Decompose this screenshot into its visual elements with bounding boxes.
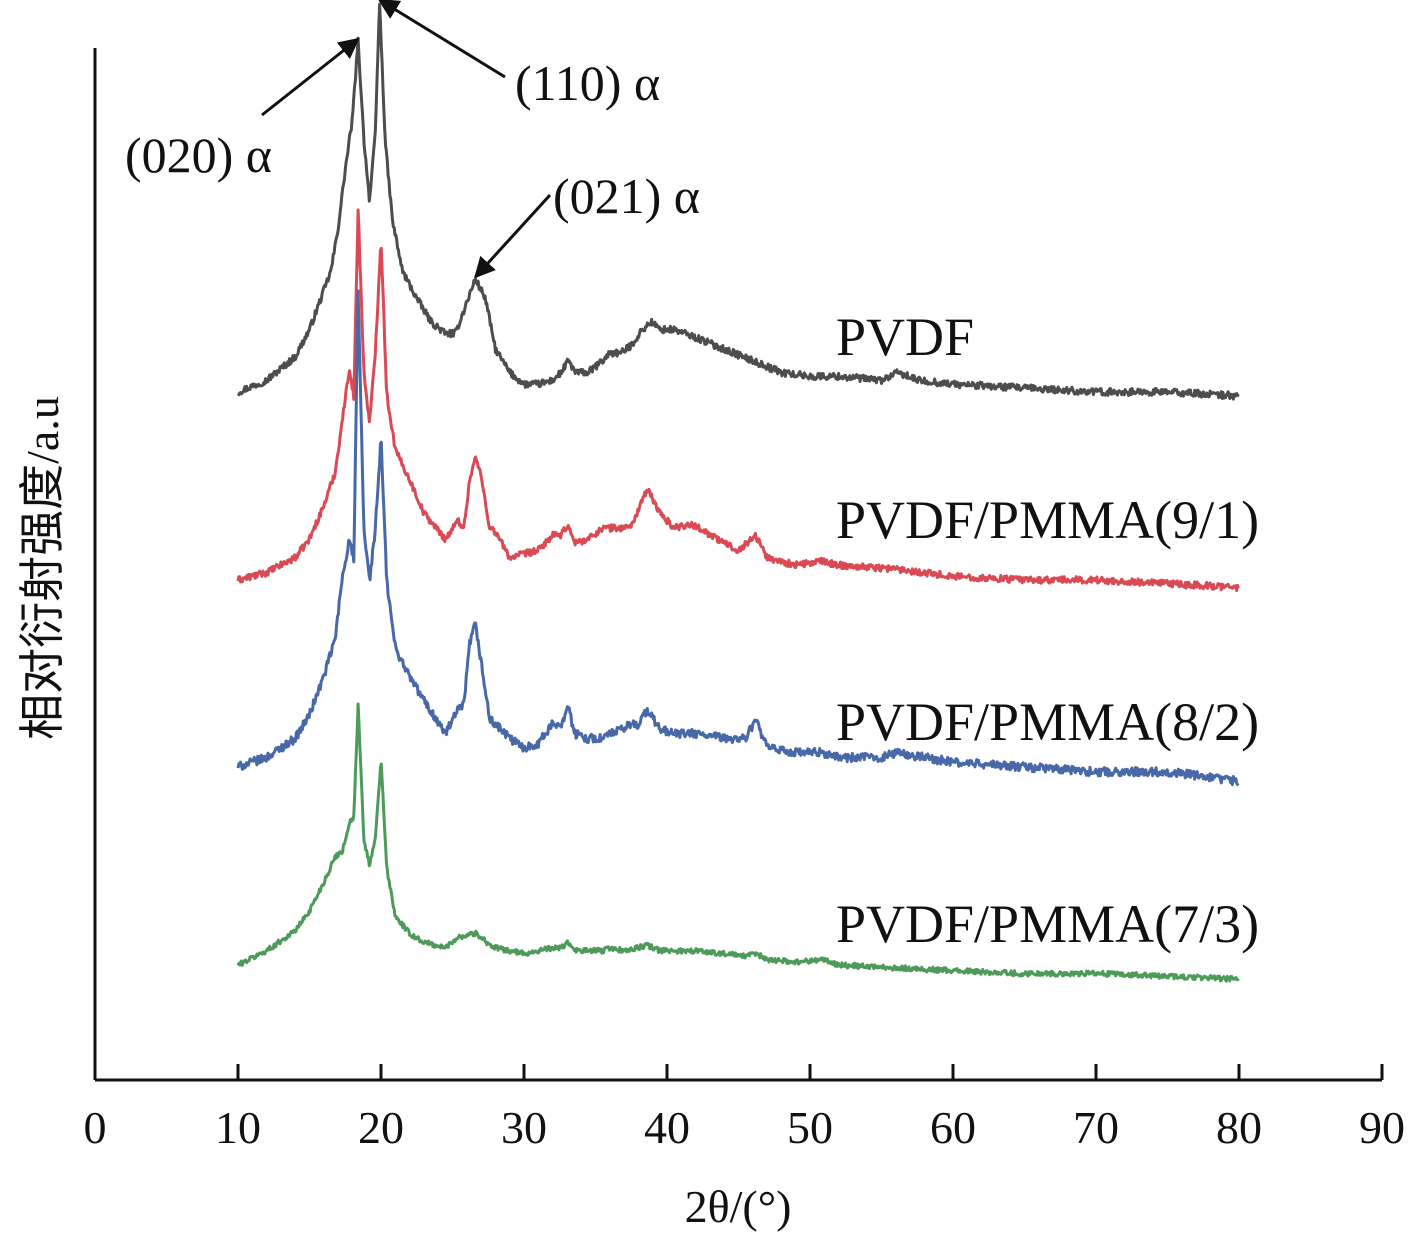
x-axis-title: 2θ/(°)	[685, 1181, 792, 1232]
peak-annotations: (020) α (110) α (021) α	[125, 0, 700, 279]
series-line	[236, 208, 1240, 592]
x-tick-label: 90	[1359, 1102, 1405, 1153]
annotation-label: (110) α	[515, 55, 660, 111]
annotation-arrow	[473, 193, 552, 279]
x-tick-label: 40	[644, 1102, 690, 1153]
series-line	[236, 2, 1240, 401]
series-line	[236, 289, 1240, 787]
annotation-arrow	[261, 37, 360, 117]
x-tick-label: 20	[358, 1102, 404, 1153]
annotation-label: (021) α	[553, 168, 700, 224]
x-tick-label: 0	[84, 1102, 107, 1153]
series-lines	[236, 2, 1240, 983]
series-labels: PVDF PVDF/PMMA(9/1) PVDF/PMMA(8/2) PVDF/PMM…	[836, 307, 1259, 954]
x-tick-label: 60	[930, 1102, 976, 1153]
x-axis-ticks: 0 10 20 30 40 50 60 70 80 90	[84, 1064, 1405, 1153]
x-tick-label: 70	[1073, 1102, 1119, 1153]
series-line	[236, 702, 1240, 983]
x-tick-label: 80	[1216, 1102, 1262, 1153]
x-tick-label: 50	[787, 1102, 833, 1153]
x-tick-label: 30	[501, 1102, 547, 1153]
x-tick-label: 10	[215, 1102, 261, 1153]
annotation-label: (020) α	[125, 127, 272, 183]
annotation-arrow	[377, 0, 506, 79]
y-axis-title: 相对衍射强度/a.u	[17, 396, 68, 740]
series-label: PVDF/PMMA(9/1)	[836, 490, 1259, 550]
series-label: PVDF/PMMA(8/2)	[836, 692, 1259, 752]
series-label: PVDF/PMMA(7/3)	[836, 894, 1259, 954]
series-label: PVDF	[836, 307, 974, 367]
